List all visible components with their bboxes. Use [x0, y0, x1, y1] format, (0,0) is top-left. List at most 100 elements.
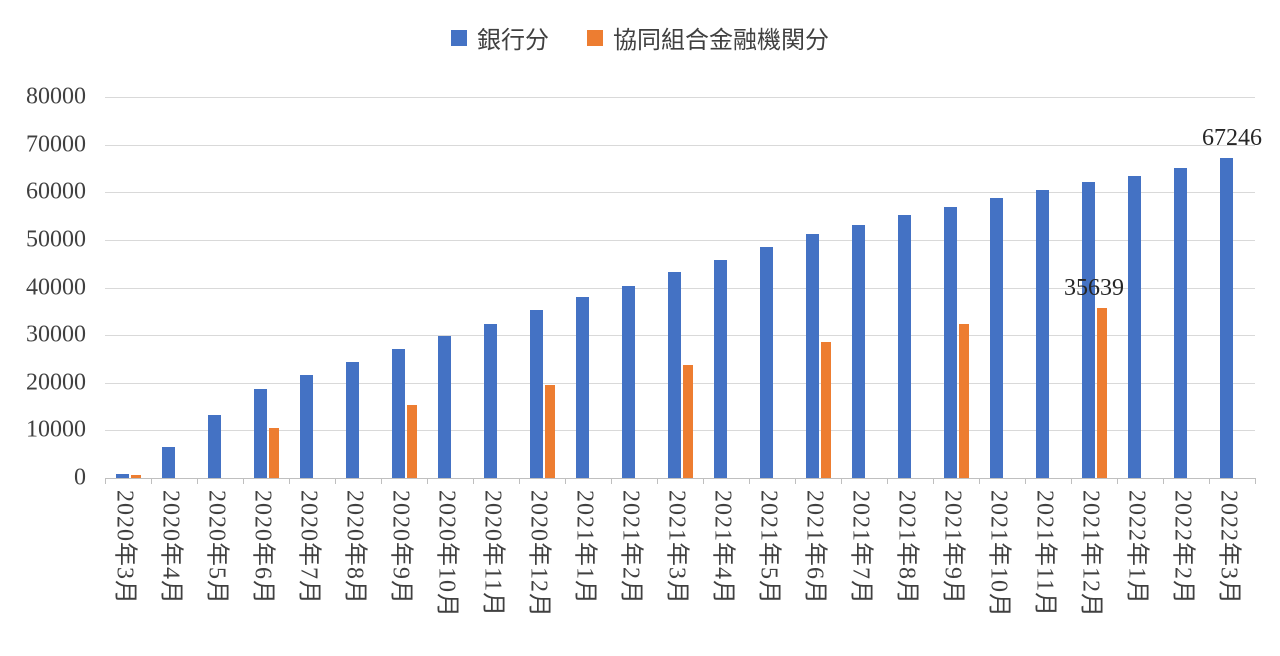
x-tick-label: 2021年10月 — [985, 490, 1012, 618]
y-axis: 0 10000 20000 30000 40000 50000 60000 70000 8000… — [0, 84, 96, 491]
x-tick — [888, 478, 934, 484]
bar-bank — [621, 286, 635, 478]
gridline — [105, 97, 1255, 98]
bar-bank — [575, 297, 589, 478]
bar-group — [611, 97, 657, 478]
bar-bank — [1127, 175, 1141, 478]
x-tick — [1072, 478, 1118, 484]
bar-group — [335, 97, 381, 478]
x-tick-label: 2021年3月 — [663, 490, 690, 605]
x-tick-label: 2020年10月 — [433, 490, 460, 618]
bar-bank — [943, 207, 957, 478]
bar-group: 67246 — [1202, 97, 1262, 478]
bar-group — [749, 97, 795, 478]
gridline — [105, 192, 1255, 194]
bar-group: 35639 — [1064, 97, 1124, 478]
x-tick — [842, 478, 888, 484]
x-label-cell: 2020年3月 — [105, 490, 151, 618]
x-label-cell: 2021年3月 — [657, 490, 703, 618]
x-label-cell: 2020年5月 — [197, 490, 243, 618]
x-label-cell: 2022年3月 — [1209, 490, 1255, 618]
bar-group — [795, 97, 841, 478]
x-tick — [750, 478, 796, 484]
bar-bank — [299, 375, 313, 478]
x-tick — [474, 478, 520, 484]
bar-bank — [1035, 189, 1049, 478]
x-tick-label: 2020年4月 — [157, 490, 184, 605]
x-tick — [1118, 478, 1164, 484]
bar-coop — [544, 385, 555, 478]
bar-bank — [897, 215, 911, 478]
bar-group — [519, 97, 565, 478]
bar-group — [933, 97, 979, 478]
x-tick — [1210, 478, 1256, 484]
x-label-cell: 2021年6月 — [795, 490, 841, 618]
x-label-cell: 2021年1月 — [565, 490, 611, 618]
x-tick — [704, 478, 750, 484]
x-tick — [336, 478, 382, 484]
y-tick-label: 70000 — [26, 131, 86, 158]
bar-bank — [989, 197, 1003, 478]
bar-bank — [1219, 157, 1233, 478]
bar-bank — [161, 447, 175, 478]
x-tick-label: 2020年6月 — [249, 490, 276, 605]
bar-coop — [682, 364, 693, 478]
y-tick-label: 20000 — [26, 369, 86, 396]
y-tick-label: 0 — [74, 464, 86, 491]
bar-coop — [958, 324, 969, 478]
x-tick-label: 2020年8月 — [341, 490, 368, 605]
x-tick — [980, 478, 1026, 484]
plot-area: 35639 67246 — [105, 97, 1262, 479]
x-label-cell: 2021年8月 — [887, 490, 933, 618]
x-label-cell: 2021年7月 — [841, 490, 887, 618]
x-tick — [106, 478, 152, 484]
bar-bank — [759, 247, 773, 478]
x-tick — [198, 478, 244, 484]
y-tick-label: 80000 — [26, 83, 86, 110]
x-label-cell: 2020年7月 — [289, 490, 335, 618]
bar-group — [1025, 97, 1071, 478]
bar-coop — [820, 341, 831, 478]
legend-swatch-bank-icon — [451, 29, 467, 46]
data-label: 67246 — [1202, 124, 1262, 151]
x-tick — [244, 478, 290, 484]
bar-group — [703, 97, 749, 478]
x-tick — [796, 478, 842, 484]
bar-bank — [207, 415, 221, 478]
x-tick — [152, 478, 198, 484]
bar-bank — [1081, 181, 1095, 478]
x-tick — [428, 478, 474, 484]
legend-item-coop: 協同組合金融機関分 — [587, 20, 829, 55]
bar-bank — [805, 233, 819, 478]
x-tick — [658, 478, 704, 484]
x-label-cell: 2021年9月 — [933, 490, 979, 618]
x-tick-label: 2021年4月 — [709, 490, 736, 605]
x-label-cell: 2020年11月 — [473, 490, 519, 618]
bar-group — [427, 97, 473, 478]
bar-bank — [713, 259, 727, 478]
x-tick-label: 2021年1月 — [571, 490, 598, 605]
x-label-cell: 2020年8月 — [335, 490, 381, 618]
gridline — [105, 144, 1255, 146]
bar-bank — [391, 348, 405, 478]
bar-group — [243, 97, 289, 478]
bar-group — [473, 97, 519, 478]
gridline — [105, 239, 1255, 241]
x-tick-label: 2022年2月 — [1169, 490, 1196, 605]
legend-swatch-coop-icon — [587, 29, 603, 46]
x-axis: 2020年3月 2020年4月 2020年5月 2020年6月 2020年7月 2020年… — [105, 490, 1255, 618]
x-tick-label: 2021年7月 — [847, 490, 874, 605]
x-label-cell: 2021年2月 — [611, 490, 657, 618]
y-tick-label: 60000 — [26, 178, 86, 205]
x-tick — [1026, 478, 1072, 484]
x-tick-label: 2020年3月 — [111, 490, 138, 605]
x-tick-label: 2021年6月 — [801, 490, 828, 605]
bar-coop — [406, 405, 417, 478]
x-tick-label: 2020年5月 — [203, 490, 230, 605]
x-tick-label: 2020年9月 — [387, 490, 414, 605]
bar-bank — [345, 361, 359, 478]
bar-group — [105, 97, 151, 478]
x-tick — [1164, 478, 1210, 484]
x-tick — [520, 478, 566, 484]
x-tick-label: 2021年2月 — [617, 490, 644, 605]
